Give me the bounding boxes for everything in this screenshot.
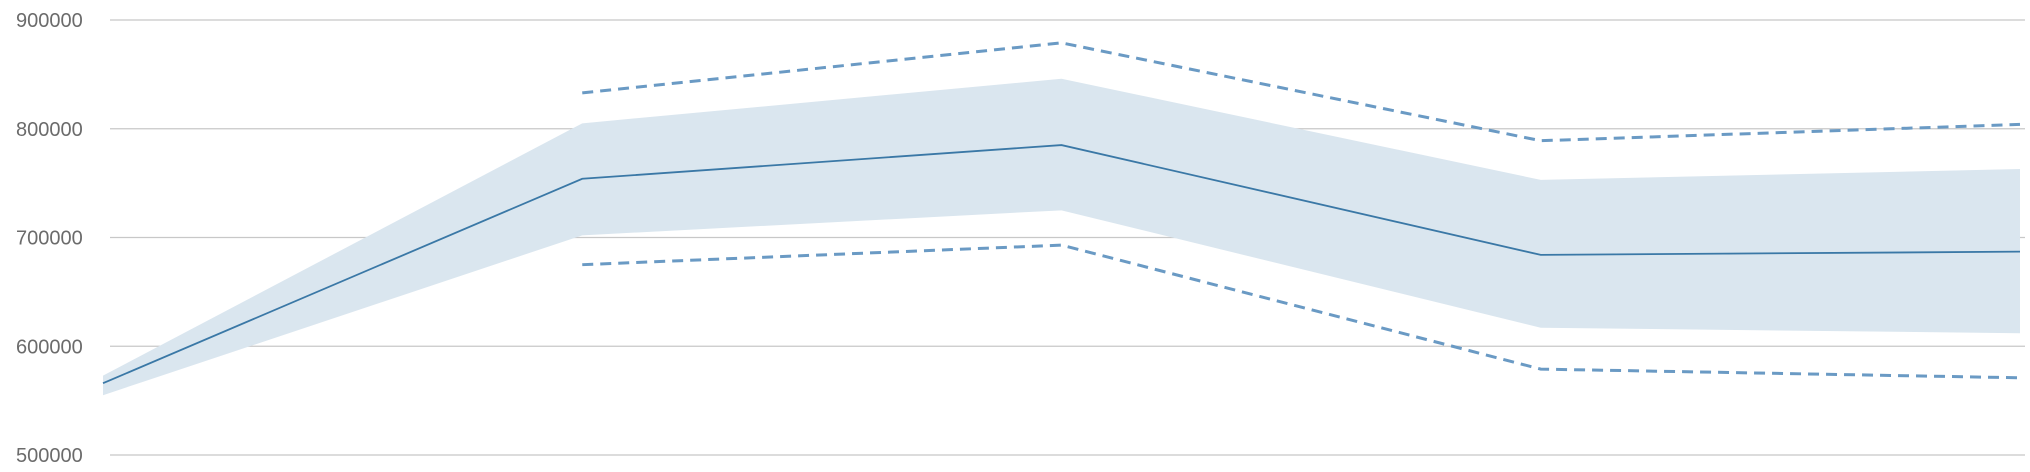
y-tick-label: 800000 [16, 119, 83, 141]
y-tick-label: 700000 [16, 228, 83, 250]
lower-bound-line [582, 243, 2021, 380]
confidence-band [103, 78, 2020, 396]
upper-bound-line [582, 41, 2021, 143]
mean-line [102, 144, 2021, 385]
confidence-band-layer [103, 78, 2020, 396]
y-tick-label: 500000 [16, 445, 83, 467]
y-tick-label: 900000 [16, 10, 83, 32]
y-tick-label: 600000 [16, 336, 83, 358]
series-layer [102, 41, 2021, 385]
y-axis: 900000 800000 700000 600000 500000 [16, 10, 83, 467]
